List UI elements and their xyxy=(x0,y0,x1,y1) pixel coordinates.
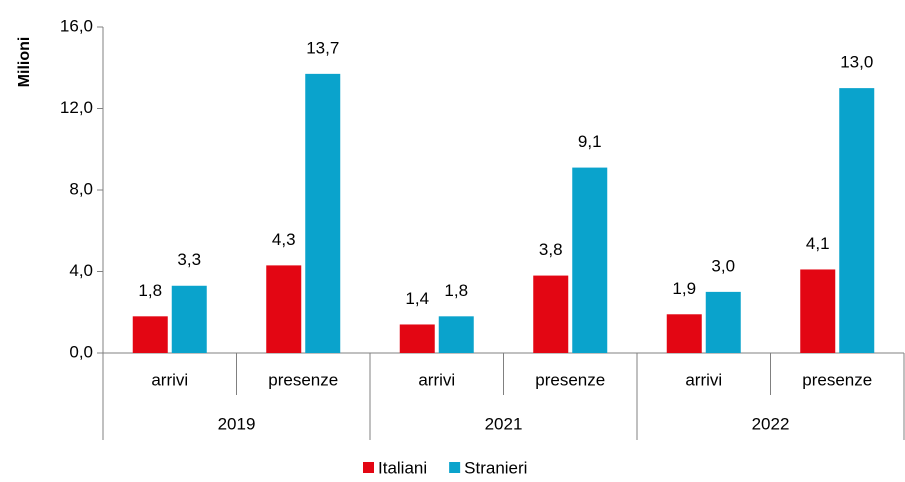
legend-swatch xyxy=(449,462,461,473)
y-tick-label: 12,0 xyxy=(60,98,93,117)
bar xyxy=(171,285,207,353)
bar xyxy=(305,73,341,354)
bar xyxy=(266,265,302,353)
x-tick-label: arrivi xyxy=(418,370,455,389)
data-label: 1,4 xyxy=(405,289,429,308)
bar xyxy=(800,269,836,353)
group-label: 2022 xyxy=(752,414,790,433)
bar xyxy=(839,88,875,353)
bar xyxy=(533,275,569,353)
bar xyxy=(132,316,168,353)
data-label: 1,9 xyxy=(672,279,696,298)
data-label: 4,1 xyxy=(806,234,830,253)
group-label: 2021 xyxy=(485,414,523,433)
x-tick-label: presenze xyxy=(268,370,338,389)
x-tick-label: presenze xyxy=(802,370,872,389)
data-label: 9,1 xyxy=(578,132,602,151)
data-label: 13,0 xyxy=(840,53,873,72)
data-label: 1,8 xyxy=(444,281,468,300)
bar xyxy=(705,291,741,353)
data-label: 13,7 xyxy=(306,38,339,57)
data-label: 3,0 xyxy=(711,256,735,275)
y-tick-label: 8,0 xyxy=(69,179,93,198)
data-label: 3,3 xyxy=(177,250,201,269)
y-tick-label: 16,0 xyxy=(60,16,93,35)
group-label: 2019 xyxy=(218,414,256,433)
bar xyxy=(399,324,435,353)
y-tick-label: 4,0 xyxy=(69,261,93,280)
bar xyxy=(572,167,608,353)
y-tick-label: 0,0 xyxy=(69,342,93,361)
data-label: 1,8 xyxy=(138,281,162,300)
x-tick-label: arrivi xyxy=(685,370,722,389)
data-label: 4,3 xyxy=(272,230,296,249)
legend-label: Stranieri xyxy=(464,458,527,477)
data-label: 3,8 xyxy=(539,240,563,259)
bar xyxy=(666,314,702,353)
x-tick-label: arrivi xyxy=(151,370,188,389)
legend-label: Italiani xyxy=(378,458,427,477)
y-axis-label: Milioni xyxy=(16,37,33,88)
legend-swatch xyxy=(363,462,374,473)
bar xyxy=(438,316,474,353)
x-tick-label: presenze xyxy=(535,370,605,389)
